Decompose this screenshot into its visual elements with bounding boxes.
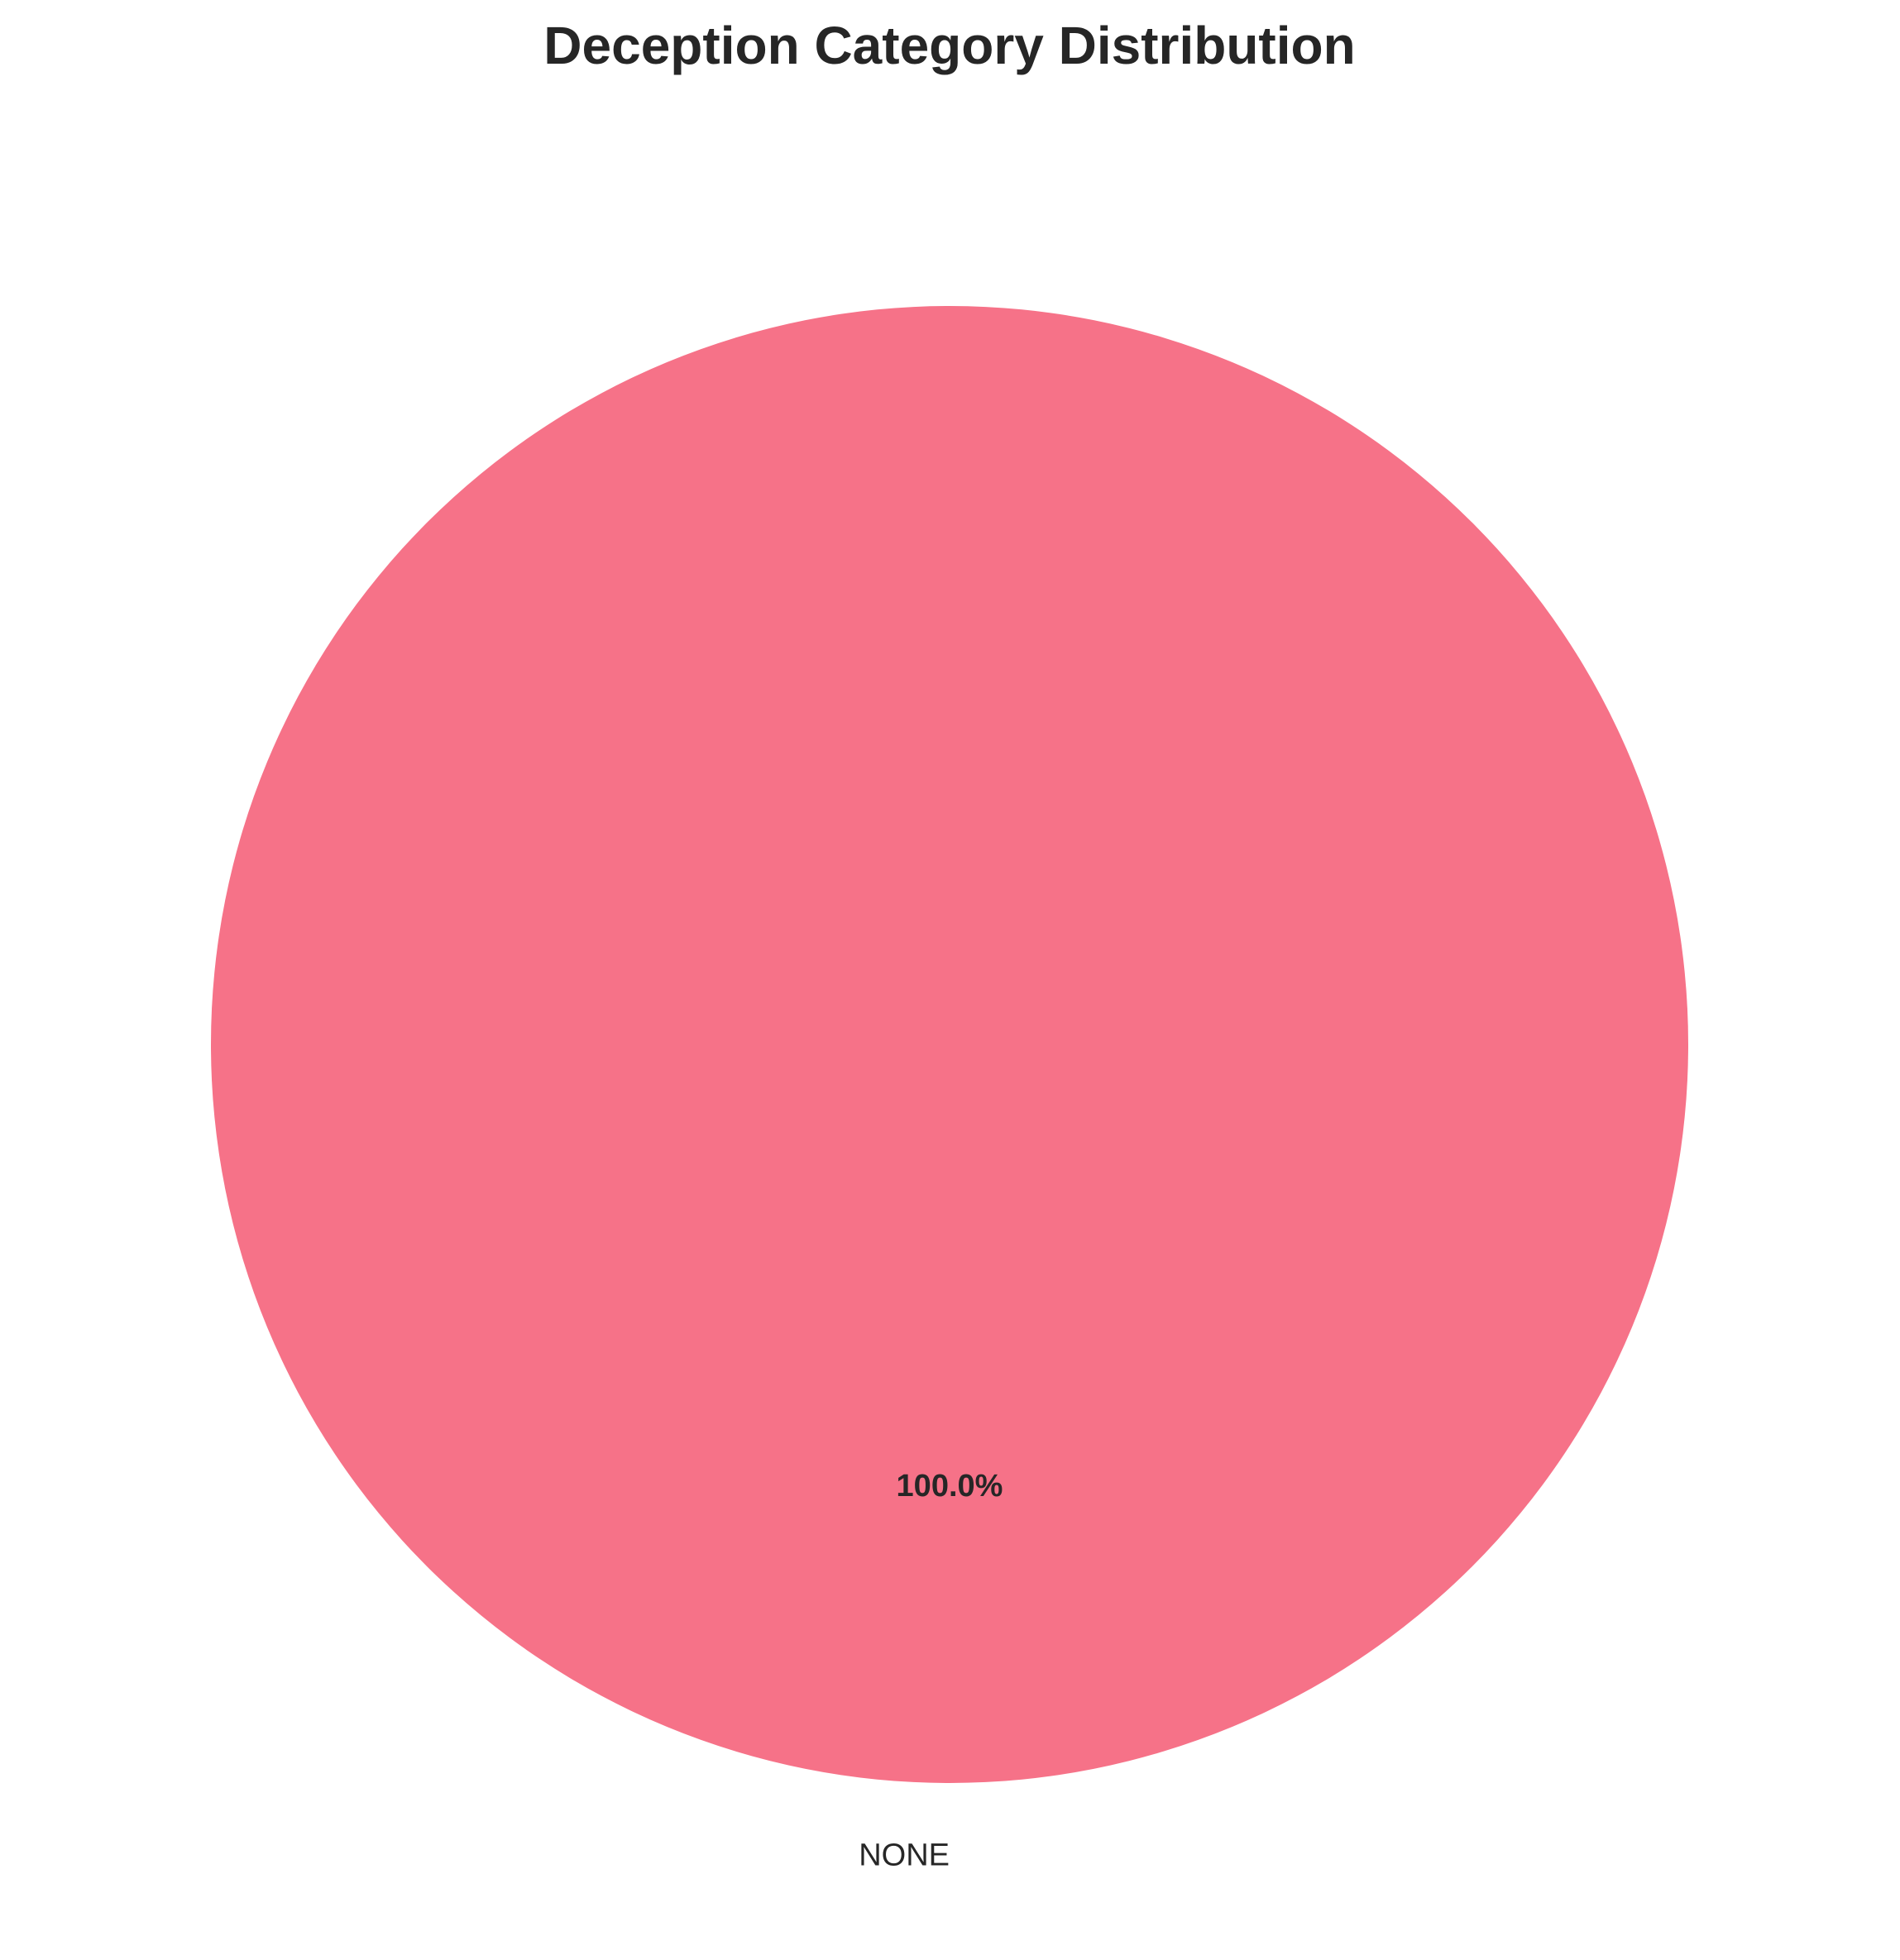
pie-category-label: NONE <box>859 1838 950 1872</box>
pie-labels: 100.0% NONE <box>859 1469 1003 1873</box>
pie-percent-label: 100.0% <box>897 1469 1003 1503</box>
pie-slices <box>211 306 1688 1783</box>
pie-slice-none <box>211 306 1688 1783</box>
chart-title: Deception Category Distribution <box>543 16 1355 75</box>
